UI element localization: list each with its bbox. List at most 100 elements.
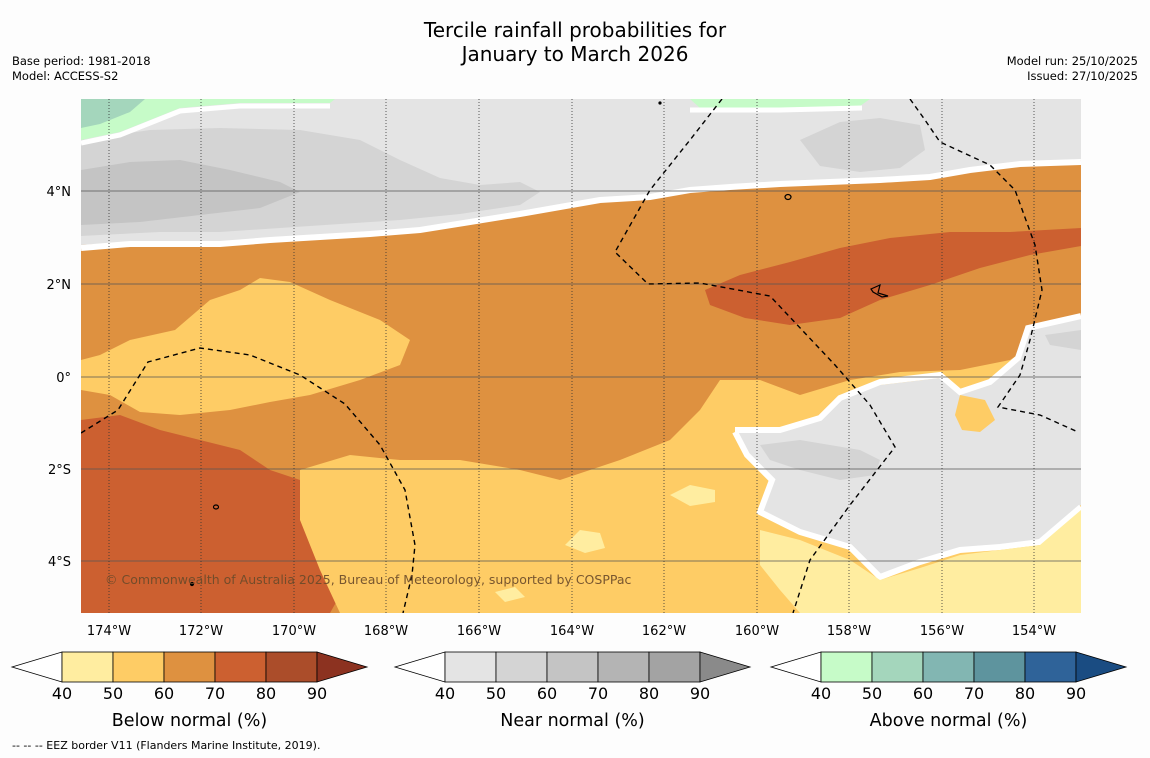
model-run: Model run: 25/10/2025: [1006, 54, 1138, 68]
colorbar-tick-label: 90: [690, 684, 710, 703]
region-below-50-60-spot: [955, 395, 995, 432]
colorbar-over-triangle: [1075, 651, 1128, 683]
colorbar-tick-label: 40: [435, 684, 455, 703]
eez-border-east: [909, 99, 1079, 433]
colorbar-tick-label: 80: [1015, 684, 1035, 703]
colorbar-legends: 40 50 60 70 80 90 Below normal (%) 40 50 60 70 80 90…: [10, 651, 1128, 731]
boundary-white-green: [81, 103, 863, 146]
colorbar-swatch: [1024, 651, 1077, 683]
map-title: Tercile rainfall probabilities for Janua…: [0, 18, 1150, 66]
colorbar-tick-label: 40: [52, 684, 72, 703]
colorbar-under-triangle: [393, 651, 446, 683]
region-below-70-80-southwest: [81, 415, 370, 613]
region-near-50-60-southeast: [760, 440, 880, 480]
boundary-white-southeast: [732, 313, 1081, 581]
lat-label: 4°S: [48, 555, 71, 570]
copyright-text: © Commonwealth of Australia 2025, Bureau…: [105, 572, 631, 587]
lat-label: 2°N: [47, 278, 72, 293]
lat-label: 2°S: [48, 463, 71, 478]
meta-left: Base period: 1981-2018 Model: ACCESS-S2: [12, 54, 151, 84]
colorbar-title: Below normal (%): [112, 711, 267, 731]
region-near-60-70-north: [81, 160, 300, 225]
lon-label: 170°W: [272, 624, 316, 639]
region-above-40-50-nw: [81, 99, 335, 140]
island-2: [870, 283, 889, 298]
colorbar-tick-label: 40: [811, 684, 831, 703]
lat-label: 4°N: [47, 185, 72, 200]
island-3: [212, 504, 220, 510]
eez-borders: [81, 99, 1079, 613]
model-name: Model: ACCESS-S2: [12, 69, 119, 83]
lon-label: 174°W: [87, 624, 131, 639]
colorbar-tick-label: 60: [537, 684, 557, 703]
region-near-40-50-southeast: [735, 318, 1081, 575]
title-line-1: Tercile rainfall probabilities for: [423, 18, 727, 42]
colorbar-swatch: [546, 651, 599, 683]
lon-label: 164°W: [550, 624, 594, 639]
region-below-50-60-west: [81, 278, 410, 415]
colorbar-1: 40 50 60 70 80 90 Below normal (%): [10, 651, 369, 731]
colorbar-swatch: [820, 651, 873, 683]
lon-label: 156°W: [920, 624, 964, 639]
colorbar-tick-label: 50: [103, 684, 123, 703]
colorbar-tick-label: 70: [964, 684, 984, 703]
colorbar-tick-label: 90: [1066, 684, 1086, 703]
lon-label: 166°W: [457, 624, 501, 639]
colorbar-tick-label: 60: [154, 684, 174, 703]
colorbar-under-triangle: [10, 651, 63, 683]
meta-right: Model run: 25/10/2025 Issued: 27/10/2025: [1007, 54, 1138, 84]
issued-date: Issued: 27/10/2025: [1027, 69, 1138, 83]
colorbar-tick-label: 80: [639, 684, 659, 703]
region-above-50-60-nw: [81, 99, 145, 128]
colorbar-swatch: [973, 651, 1026, 683]
region-below-40-50-spot2: [565, 530, 605, 553]
colorbar-tick-label: 70: [205, 684, 225, 703]
lon-label: 154°W: [1012, 624, 1056, 639]
colorbar-swatch: [61, 651, 114, 683]
region-below-70-80-east: [705, 228, 1081, 325]
region-above-40-50-n: [690, 99, 870, 108]
boundary-white-north: [81, 159, 1081, 251]
island-1: [784, 193, 792, 201]
colorbar-swatch: [163, 651, 216, 683]
region-below-40-50-spot3: [495, 587, 525, 602]
colorbar-swatch: [444, 651, 497, 683]
colorbar-under-triangle: [769, 651, 822, 683]
colorbar-swatch: [922, 651, 975, 683]
lon-label: 172°W: [179, 624, 223, 639]
colorbar-tick-label: 70: [588, 684, 608, 703]
colorbar-tick-label: 80: [256, 684, 276, 703]
eez-border-west: [81, 347, 416, 613]
lat-labels: 4°N 2°N 0° 2°S 4°S: [47, 185, 72, 570]
colorbar-swatch: [871, 651, 924, 683]
colorbar-tick-label: 50: [862, 684, 882, 703]
title-line-2: January to March 2026: [461, 42, 689, 66]
region-below-40-50-spot1: [670, 485, 715, 506]
eez-footnote: -- -- -- EEZ border V11 (Flanders Marine…: [12, 739, 321, 752]
lon-label: 162°W: [642, 624, 686, 639]
colorbar-over-triangle: [316, 651, 369, 683]
lat-label: 0°: [56, 371, 71, 386]
colorbar-swatch: [214, 651, 267, 683]
colorbar-3: 40 50 60 70 80 90 Above normal (%): [769, 651, 1128, 731]
lon-label: 168°W: [364, 624, 408, 639]
colorbar-tick-label: 50: [486, 684, 506, 703]
base-period: Base period: 1981-2018: [12, 54, 151, 68]
lon-label: 158°W: [827, 624, 871, 639]
region-near-50-60-east: [1045, 330, 1081, 350]
lon-label: 160°W: [735, 624, 779, 639]
colorbar-title: Near normal (%): [500, 711, 645, 731]
colorbar-swatch: [597, 651, 650, 683]
colorbar-over-triangle: [699, 651, 752, 683]
colorbar-swatch: [265, 651, 318, 683]
region-below-40-50-southeast: [760, 510, 1081, 613]
map-plot-area: © Commonwealth of Australia 2025, Bureau…: [81, 99, 1081, 613]
region-near-50-60-northeast: [800, 118, 925, 172]
colorbar-title: Above normal (%): [870, 711, 1028, 731]
island-5: [658, 101, 662, 105]
colorbar-swatch: [648, 651, 701, 683]
colorbar-tick-label: 60: [913, 684, 933, 703]
colorbar-2: 40 50 60 70 80 90 Near normal (%): [393, 651, 752, 731]
colorbar-swatch: [112, 651, 165, 683]
